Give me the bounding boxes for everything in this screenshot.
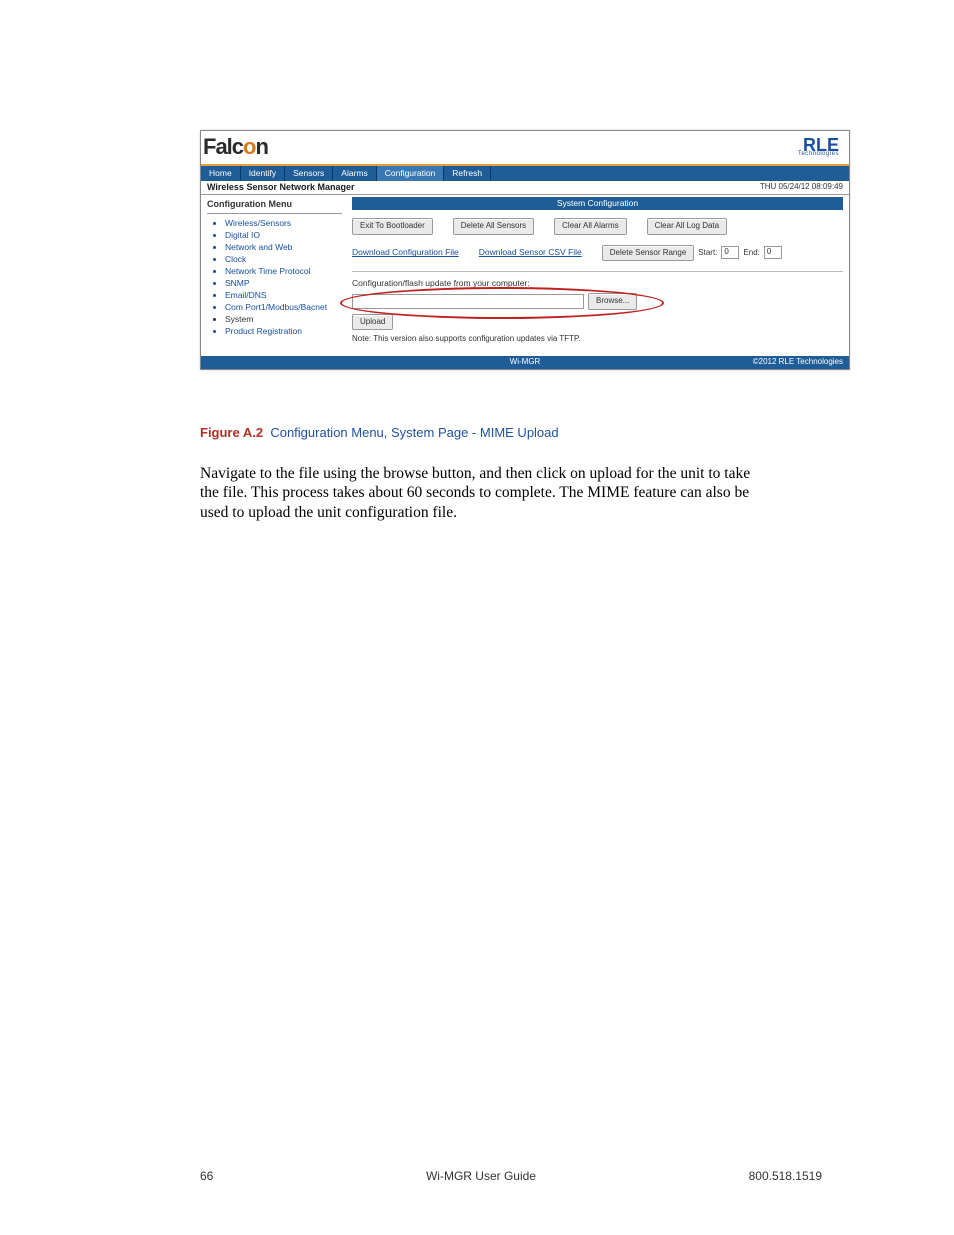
nav-identify[interactable]: Identify [241, 166, 285, 181]
sidebar-heading: Configuration Menu [207, 199, 342, 214]
logo-text-end: n [255, 134, 267, 159]
figure-text: Configuration Menu, System Page - MIME U… [270, 425, 558, 440]
falcon-logo: Falcon [203, 133, 268, 162]
button-row-2: Download Configuration File Download Sen… [352, 245, 843, 261]
delete-sensors-button[interactable]: Delete All Sensors [453, 218, 534, 234]
nav-alarms[interactable]: Alarms [333, 166, 376, 181]
body-paragraph: Navigate to the file using the browse bu… [200, 464, 764, 522]
main-title: System Configuration [352, 197, 843, 210]
sidebar-item-comport[interactable]: Com Port1/Modbus/Bacnet [225, 302, 342, 313]
file-row: Browse... [352, 293, 843, 309]
sidebar-item-snmp[interactable]: SNMP [225, 278, 342, 289]
sidebar: Configuration Menu Wireless/Sensors Digi… [207, 197, 342, 344]
upload-label: Configuration/flash update from your com… [352, 278, 843, 289]
figure-number: Figure A.2 [200, 425, 263, 440]
clear-log-button[interactable]: Clear All Log Data [647, 218, 727, 234]
sidebar-item-registration[interactable]: Product Registration [225, 326, 342, 337]
logo-text-main: Falc [203, 134, 243, 159]
footer-right: ©2012 RLE Technologies [753, 357, 843, 367]
page-footer: 66 Wi-MGR User Guide 800.518.1519 [0, 1169, 954, 1183]
sidebar-item-clock[interactable]: Clock [225, 254, 342, 265]
sidebar-list: Wireless/Sensors Digital IO Network and … [207, 218, 342, 337]
logo-text-accent: o [243, 134, 255, 159]
main-panel: System Configuration Exit To Bootloader … [352, 197, 843, 344]
upload-block: Configuration/flash update from your com… [352, 271, 843, 344]
nav-configuration[interactable]: Configuration [377, 166, 445, 181]
doc-title: Wi-MGR User Guide [426, 1169, 536, 1183]
end-label: End: [743, 248, 759, 258]
start-input[interactable]: 0 [721, 246, 739, 259]
app-footer: Wi-MGR ©2012 RLE Technologies [201, 356, 849, 368]
clear-alarms-button[interactable]: Clear All Alarms [554, 218, 626, 234]
button-row-1: Exit To Bootloader Delete All Sensors Cl… [352, 218, 843, 234]
sidebar-item-email[interactable]: Email/DNS [225, 290, 342, 301]
app-header: Falcon RLE Technologies [201, 131, 849, 166]
upload-button[interactable]: Upload [352, 314, 393, 330]
footer-center: Wi-MGR [510, 357, 541, 367]
end-input[interactable]: 0 [764, 246, 782, 259]
browse-button[interactable]: Browse... [588, 293, 637, 309]
nav-sensors[interactable]: Sensors [285, 166, 333, 181]
navbar: Home Identify Sensors Alarms Configurati… [201, 166, 849, 181]
nav-refresh[interactable]: Refresh [444, 166, 491, 181]
upload-note: Note: This version also supports configu… [352, 334, 843, 344]
rle-sub: Technologies [798, 152, 839, 156]
sidebar-item-ntp[interactable]: Network Time Protocol [225, 266, 342, 277]
sidebar-item-network[interactable]: Network and Web [225, 242, 342, 253]
download-config-link[interactable]: Download Configuration File [352, 247, 459, 258]
subheader: Wireless Sensor Network Manager THU 05/2… [201, 181, 849, 196]
file-input[interactable] [352, 294, 584, 309]
sidebar-item-digitalio[interactable]: Digital IO [225, 230, 342, 241]
rle-logo: RLE Technologies [798, 139, 839, 156]
page-subtitle: Wireless Sensor Network Manager [207, 182, 354, 194]
download-sensor-csv-link[interactable]: Download Sensor CSV File [479, 247, 582, 258]
start-label: Start: [698, 248, 717, 258]
figure-caption: Figure A.2 Configuration Menu, System Pa… [200, 425, 764, 440]
upload-button-row: Upload [352, 314, 843, 330]
delete-range-button[interactable]: Delete Sensor Range [602, 245, 695, 261]
delete-range-group: Delete Sensor Range Start: 0 End: 0 [602, 245, 782, 261]
sidebar-item-system[interactable]: System [225, 314, 342, 325]
phone-number: 800.518.1519 [749, 1169, 822, 1183]
app-screenshot: Falcon RLE Technologies Home Identify Se… [200, 130, 850, 370]
nav-home[interactable]: Home [201, 166, 241, 181]
exit-bootloader-button[interactable]: Exit To Bootloader [352, 218, 433, 234]
sidebar-item-wireless[interactable]: Wireless/Sensors [225, 218, 342, 229]
timestamp: THU 05/24/12 08:09:49 [760, 182, 843, 192]
page-number: 66 [200, 1169, 213, 1183]
